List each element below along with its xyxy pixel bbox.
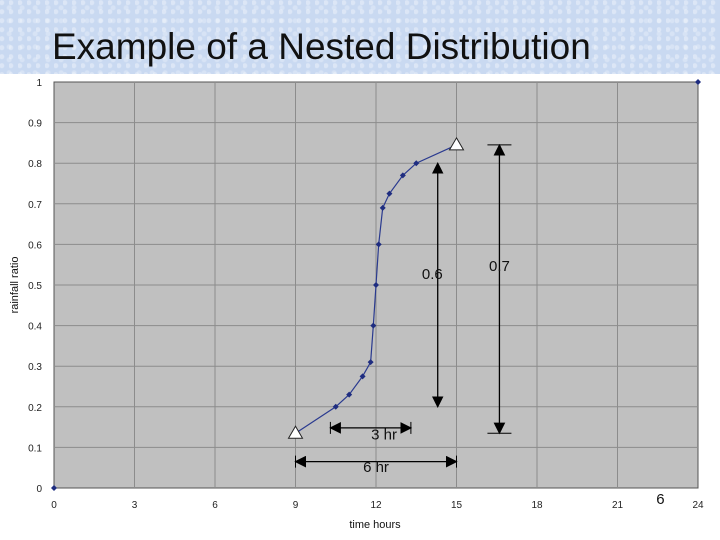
data-point bbox=[379, 204, 386, 211]
y-tick-label: 0.2 bbox=[28, 403, 42, 414]
series-group bbox=[51, 79, 701, 491]
data-point bbox=[332, 403, 339, 410]
data-point bbox=[375, 241, 382, 248]
grid bbox=[54, 82, 698, 488]
y-tick-label: 0 bbox=[36, 484, 42, 495]
data-point bbox=[373, 282, 379, 288]
y-tick-label: 0.3 bbox=[28, 362, 42, 373]
y-tick-label: 0.5 bbox=[28, 281, 42, 292]
y-axis-label: rainfall ratio bbox=[9, 257, 21, 314]
chart-panel: 0 3 6 9 12 15 18 21 24 0 0.1 0.2 0.3 0.4 0.5 0.6 0.7 0.8 0… bbox=[0, 74, 720, 540]
data-point bbox=[399, 172, 406, 179]
data-point bbox=[370, 322, 377, 329]
triangle-marker bbox=[287, 425, 304, 439]
nested-distribution-chart: 0 3 6 9 12 15 18 21 24 0 0.1 0.2 0.3 0.4 0.5 0.6 0.7 0.8 0… bbox=[9, 78, 704, 531]
y-tick-label: 0.4 bbox=[28, 322, 42, 333]
annotation-label: 0.7 bbox=[489, 258, 510, 275]
data-point bbox=[386, 190, 393, 197]
x-tick-label: 12 bbox=[370, 500, 382, 511]
annotations: 0.6 0.7 3 hr 6 hr 6 bbox=[363, 258, 665, 508]
y-tick-label: 1 bbox=[36, 78, 42, 89]
x-tick-label: 9 bbox=[293, 500, 299, 511]
data-point bbox=[51, 485, 57, 491]
annotation-label: 3 hr bbox=[371, 426, 397, 443]
data-point bbox=[413, 160, 420, 167]
dimension-arrows bbox=[294, 143, 512, 468]
y-tick-label: 0.1 bbox=[28, 443, 42, 454]
data-point bbox=[359, 373, 366, 380]
data-point bbox=[695, 79, 701, 85]
slide-title: Example of a Nested Distribution bbox=[52, 26, 591, 67]
x-tick-label: 0 bbox=[51, 500, 57, 511]
x-tick-label: 24 bbox=[692, 500, 704, 511]
triangle-marker bbox=[448, 136, 465, 151]
x-tick-label: 15 bbox=[451, 500, 463, 511]
annotation-label: 6 hr bbox=[363, 459, 389, 476]
annotation-label: 6 bbox=[656, 491, 664, 508]
data-point bbox=[367, 359, 374, 366]
tick-labels: 0 3 6 9 12 15 18 21 24 0 0.1 0.2 0.3 0.4 0.5 0.6 0.7 0.8 0… bbox=[28, 78, 704, 511]
data-point bbox=[346, 391, 353, 398]
x-tick-label: 21 bbox=[612, 500, 624, 511]
x-tick-label: 3 bbox=[132, 500, 138, 511]
y-tick-label: 0.6 bbox=[28, 240, 42, 251]
x-axis-label: time hours bbox=[349, 519, 401, 531]
x-tick-label: 18 bbox=[531, 500, 543, 511]
x-tick-label: 6 bbox=[212, 500, 218, 511]
annotation-label: 0.6 bbox=[422, 266, 443, 283]
y-tick-label: 0.8 bbox=[28, 159, 42, 170]
y-tick-label: 0.9 bbox=[28, 119, 42, 130]
y-tick-label: 0.7 bbox=[28, 200, 42, 211]
